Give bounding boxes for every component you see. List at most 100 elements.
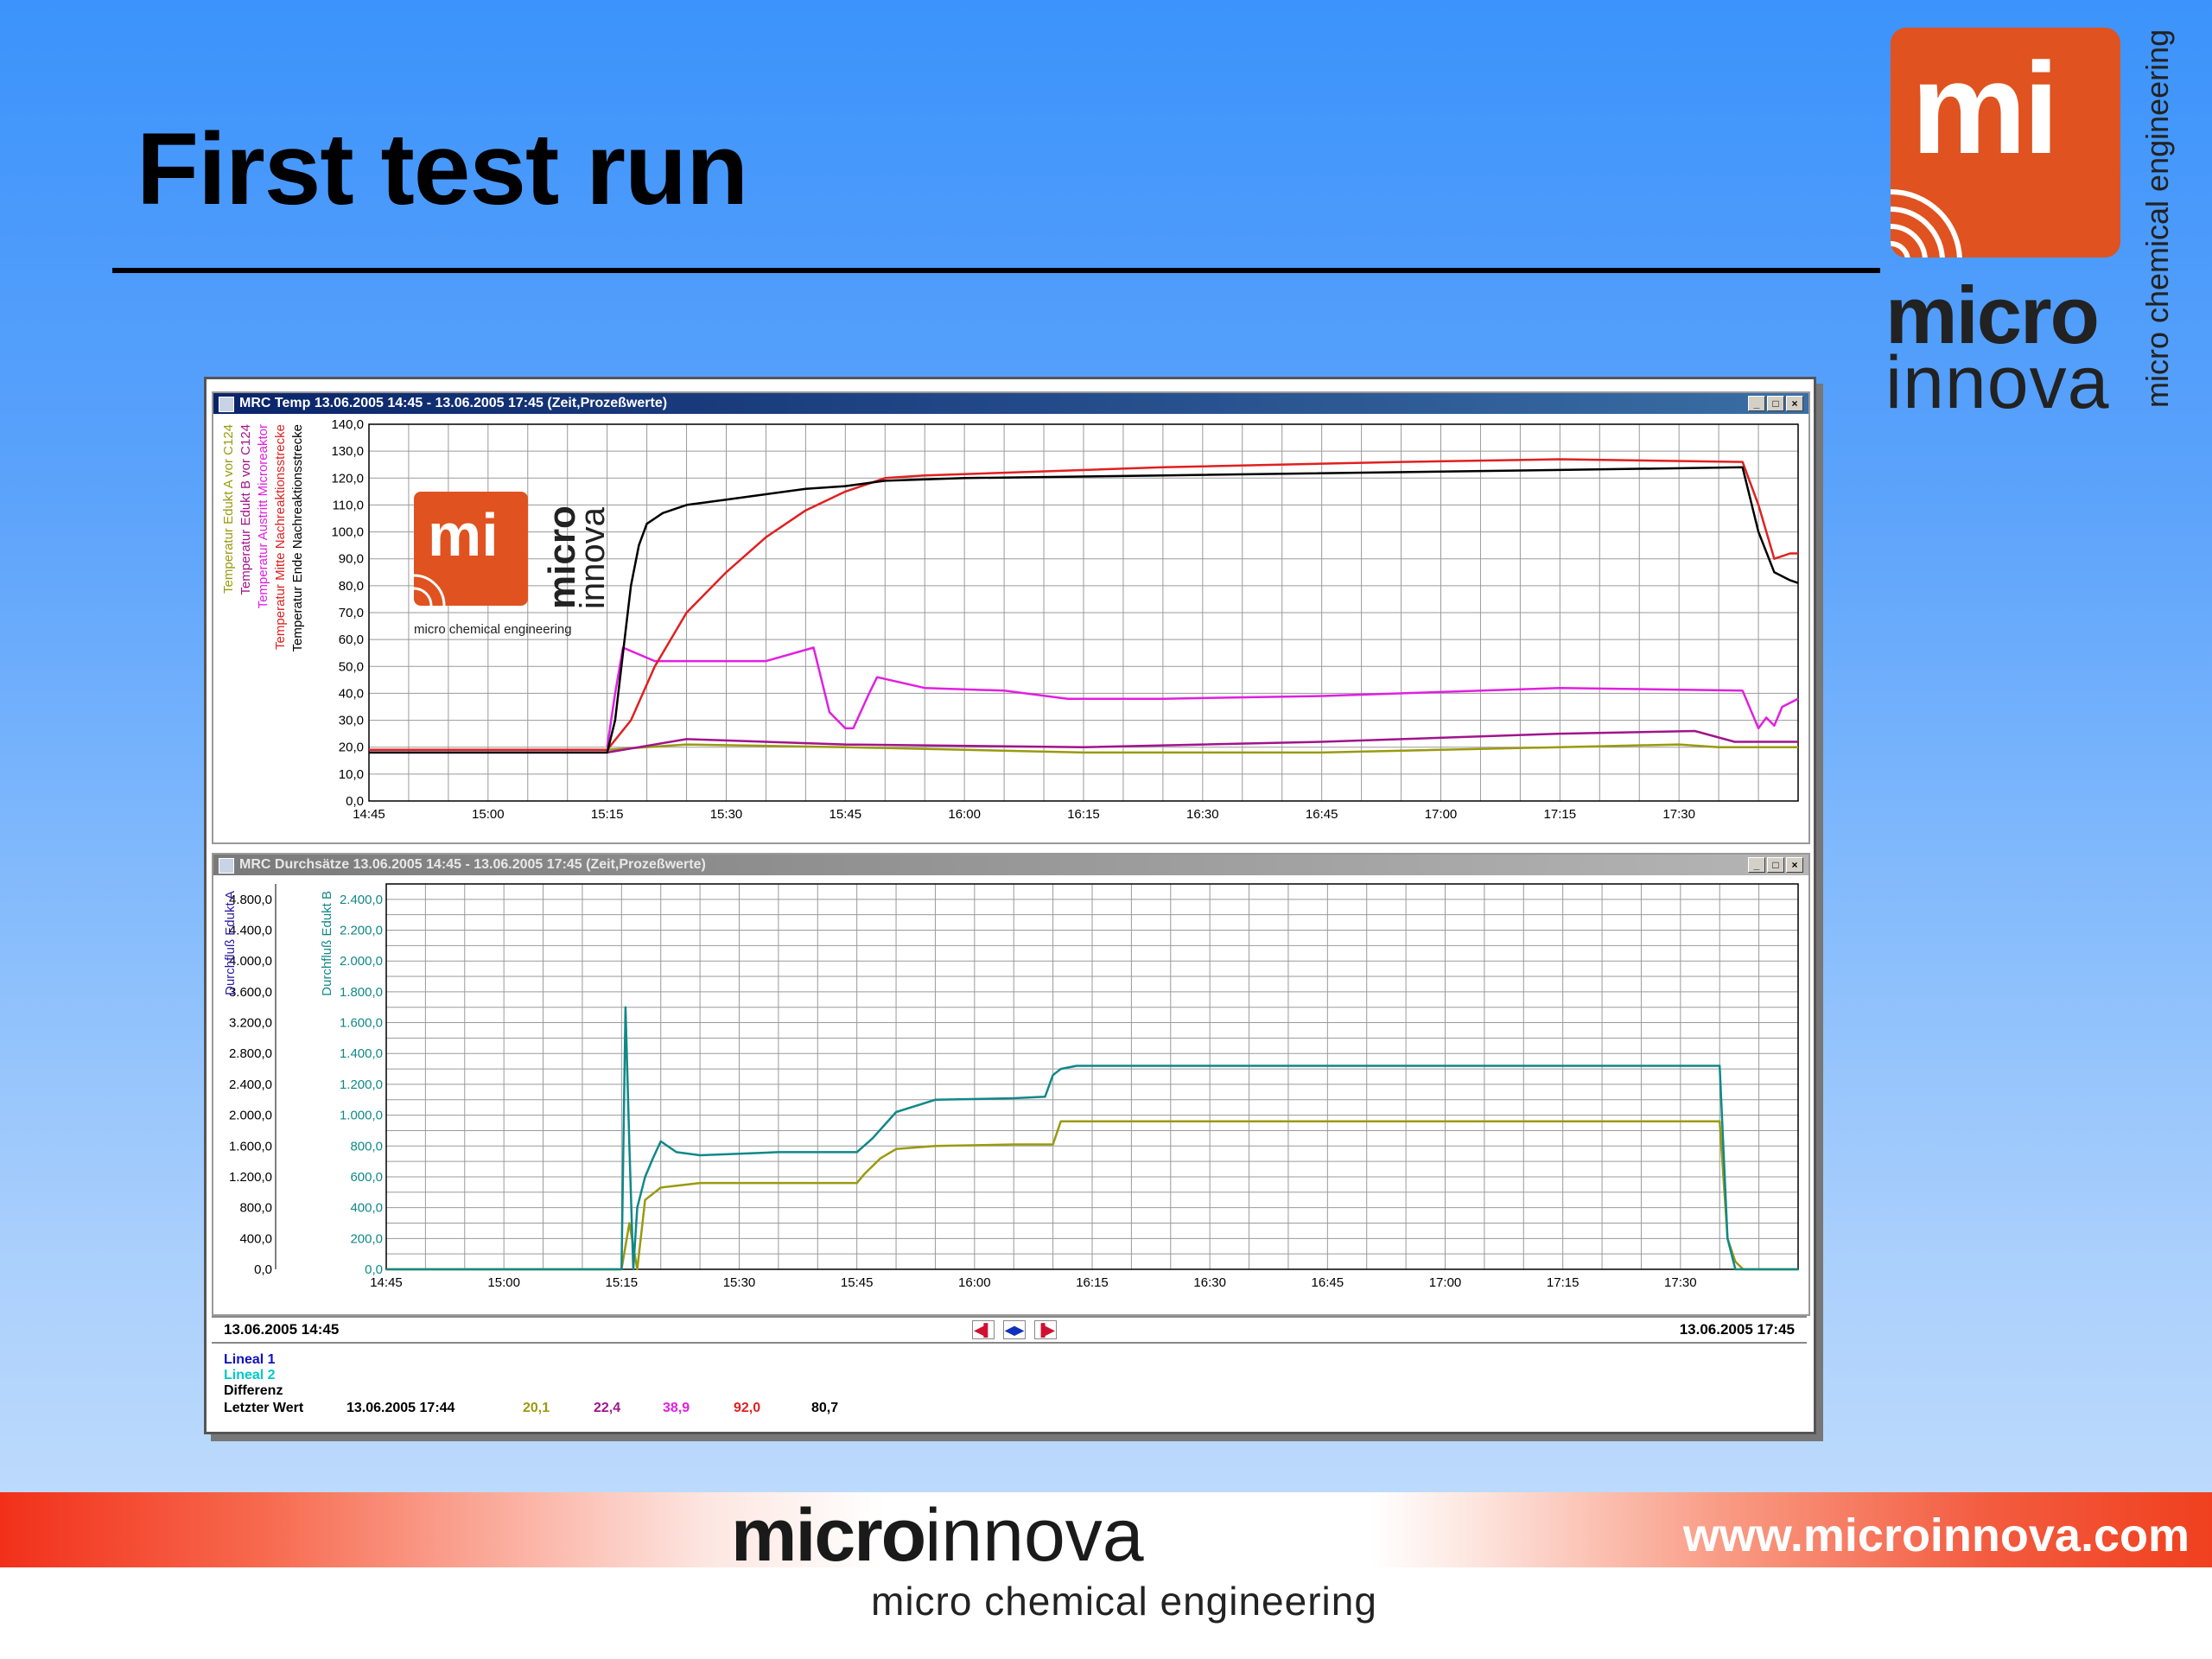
y-tick-label: 110,0: [333, 498, 364, 512]
y-left-tick-label: 4.800,0: [229, 893, 272, 907]
minimize-icon[interactable]: _: [1748, 857, 1765, 873]
y-tick-label: 20,0: [339, 741, 364, 755]
y-right-tick-label: 800,0: [350, 1139, 383, 1154]
series-line: [386, 1006, 1798, 1271]
y-left-tick-label: 1.200,0: [229, 1170, 272, 1185]
x-tick-label: 15:30: [723, 1275, 756, 1290]
y-left-tick-label: 3.200,0: [229, 1016, 272, 1031]
scroll-right-icon[interactable]: ▐▶: [1034, 1320, 1057, 1339]
x-tick-label: 16:30: [1193, 1275, 1226, 1290]
time-range-bar: 13.06.2005 14:45 ◀▌ ◀▶ ▐▶ 13.06.2005 17:…: [212, 1316, 1807, 1344]
y-tick-label: 120,0: [331, 471, 364, 486]
x-tick-label: 16:45: [1312, 1275, 1344, 1290]
y-tick-label: 70,0: [339, 606, 364, 620]
x-tick-label: 15:00: [487, 1275, 520, 1290]
plot-frame: [368, 423, 1799, 802]
y-right-tick-label: 2.400,0: [340, 893, 383, 907]
x-tick-label: 16:30: [1186, 807, 1219, 822]
scroll-both-icon[interactable]: ◀▶: [1003, 1320, 1026, 1339]
y-right-tick-label: 1.400,0: [340, 1046, 383, 1061]
temp-chart-title: MRC Temp 13.06.2005 14:45 - 13.06.2005 1…: [239, 396, 668, 410]
footer-logo-bold: micro: [731, 1494, 926, 1577]
x-tick-label: 16:45: [1306, 807, 1338, 822]
x-tick-label: 16:00: [958, 1275, 991, 1290]
y-tick-label: 60,0: [339, 632, 364, 647]
cursor-info: Lineal 1 Lineal 2 Differenz: [224, 1352, 283, 1399]
x-tick-label: 17:15: [1544, 807, 1577, 822]
screenshot-window: MRC Temp 13.06.2005 14:45 - 13.06.2005 1…: [204, 377, 1816, 1434]
y-right-tick-label: 200,0: [350, 1231, 383, 1246]
info-line-2: Lineal 2: [224, 1368, 276, 1382]
temp-chart: 0,0 10,0 20,0 30,0 40,0 50,0 60,0 70,0 80,0 90,0 1…: [221, 417, 1799, 822]
flow-chart-title: MRC Durchsätze 13.06.2005 14:45 - 13.06.…: [239, 857, 706, 872]
x-tick-label: 16:00: [948, 807, 981, 822]
range-end: 13.06.2005 17:45: [1679, 1321, 1795, 1338]
x-tick-label: 15:45: [841, 1275, 874, 1290]
inset-logo-innova: innova: [574, 506, 612, 609]
temp-chart-panel: MRC Temp 13.06.2005 14:45 - 13.06.2005 1…: [212, 391, 1810, 844]
info-line-1: Lineal 1: [224, 1352, 276, 1367]
y-tick-label: 140,0: [331, 417, 364, 432]
x-tick-label: 15:45: [830, 807, 862, 822]
brand-logo-mark: mi: [1891, 28, 2120, 257]
y-left-axis-label: Durchfluß Edukt A: [223, 891, 238, 995]
slide-title: First test run: [137, 112, 748, 226]
y-tick-label: 40,0: [339, 686, 364, 701]
series-axis-label: Temperatur Mitte Nachreaktionsstrecke: [273, 424, 288, 650]
y-left-tick-label: 0,0: [254, 1262, 272, 1277]
x-tick-label: 15:30: [710, 807, 743, 822]
last-value-2: 22,4: [594, 1401, 621, 1415]
x-tick-label: 17:00: [1425, 807, 1458, 822]
series-line: [369, 743, 1798, 754]
y-left-tick-label: 3.600,0: [229, 985, 272, 1000]
y-right-tick-label: 400,0: [350, 1201, 383, 1216]
y-left-tick-label: 1.600,0: [229, 1139, 272, 1154]
y-tick-label: 50,0: [339, 659, 364, 674]
window-app-icon: [219, 397, 234, 412]
logo-mark-text: mi: [1911, 35, 2059, 181]
maximize-icon[interactable]: □: [1767, 857, 1784, 873]
series-axis-label: Temperatur Edukt B vor C124: [238, 424, 253, 595]
title-rule: [112, 268, 1880, 273]
footer-url[interactable]: www.microinnova.com: [1682, 1510, 2190, 1561]
y-right-tick-label: 1.200,0: [340, 1077, 383, 1092]
y-tick-label: 130,0: [331, 444, 364, 459]
scroll-left-icon[interactable]: ◀▌: [972, 1320, 995, 1339]
x-tick-label: 17:30: [1664, 1275, 1697, 1290]
logo-tagline-vertical: micro chemical engineering: [2139, 29, 2175, 408]
last-value-time: 13.06.2005 17:44: [346, 1401, 455, 1415]
close-icon[interactable]: ×: [1786, 857, 1803, 873]
y-right-tick-label: 1.600,0: [340, 1016, 383, 1031]
y-tick-label: 30,0: [339, 714, 364, 728]
inset-logo-box: [414, 492, 528, 606]
x-tick-label: 16:15: [1076, 1275, 1109, 1290]
flow-chart-titlebar[interactable]: MRC Durchsätze 13.06.2005 14:45 - 13.06.…: [213, 855, 1808, 875]
y-right-axis-label: Durchfluß Edukt B: [320, 891, 334, 996]
close-icon[interactable]: ×: [1786, 396, 1803, 411]
y-left-tick-label: 2.400,0: [229, 1077, 272, 1092]
series-axis-label: Temperatur Austritt Microreaktor: [256, 424, 270, 608]
footer-white: [0, 1567, 2212, 1659]
footer-logo: microinnova: [731, 1497, 1144, 1574]
last-value-4: 92,0: [734, 1401, 761, 1415]
last-value-1: 20,1: [523, 1401, 550, 1415]
y-left-tick-label: 800,0: [239, 1201, 272, 1216]
maximize-icon[interactable]: □: [1767, 396, 1784, 411]
y-left-tick-label: 2.800,0: [229, 1046, 272, 1061]
last-value-3: 38,9: [663, 1401, 690, 1415]
temp-chart-titlebar[interactable]: MRC Temp 13.06.2005 14:45 - 13.06.2005 1…: [213, 393, 1808, 414]
minimize-icon[interactable]: _: [1748, 396, 1765, 411]
y-right-tick-label: 600,0: [350, 1170, 383, 1185]
window-app-icon: [219, 858, 234, 874]
series-line: [369, 466, 1799, 754]
inset-signal-icon: [413, 574, 446, 607]
x-tick-label: 14:45: [370, 1275, 403, 1290]
y-right-tick-label: 2.200,0: [340, 924, 383, 938]
flow-chart: 0,0 400,0 800,0 1.200,0 1.600,0 2.000,0 2.400,…: [223, 883, 1799, 1290]
y-right-tick-label: 1.000,0: [340, 1109, 383, 1123]
y-right-tick-label: 0,0: [365, 1262, 383, 1277]
x-tick-label: 14:45: [353, 807, 385, 822]
y-tick-label: 100,0: [331, 525, 364, 540]
x-tick-label: 17:15: [1547, 1275, 1580, 1290]
series-line: [606, 646, 1799, 747]
